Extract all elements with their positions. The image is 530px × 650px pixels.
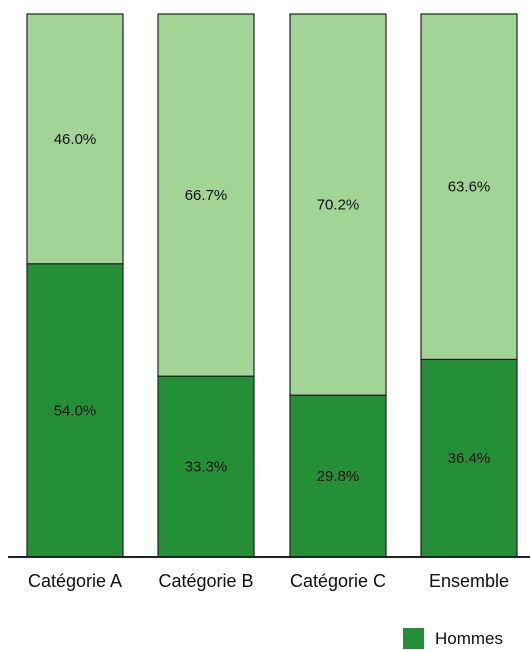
data-label-hommes-4: 36.4%	[448, 450, 491, 467]
bar-segment-hommes-1	[26, 263, 124, 558]
bar-segment-other-4	[420, 13, 518, 360]
legend-label-hommes: Hommes	[435, 628, 504, 648]
x-tick-label-4: Ensemble	[429, 571, 509, 591]
data-label-other-2: 66.7%	[185, 187, 228, 204]
legend-swatch-hommes	[403, 628, 424, 649]
x-tick-label-1: Catégorie A	[28, 571, 122, 591]
data-label-hommes-1: 54.0%	[54, 402, 97, 419]
data-labels-group: 54.0% 46.0% 33.3% 66.7% 29.8% 70.2% 36.4% 63.6%	[54, 131, 491, 485]
data-label-hommes-2: 33.3%	[185, 459, 228, 476]
bar-segment-other-2	[157, 13, 255, 377]
data-label-other-1: 46.0%	[54, 131, 97, 148]
bar-segment-hommes-3	[289, 394, 387, 558]
bar-segment-other-1	[26, 13, 124, 265]
x-tick-labels: Catégorie A Catégorie B Catégorie C Ensembl…	[28, 571, 509, 591]
data-label-other-3: 70.2%	[317, 197, 360, 214]
bars-group	[26, 13, 518, 558]
data-label-other-4: 63.6%	[448, 179, 491, 196]
bar-segment-other-3	[289, 13, 387, 396]
legend: Hommes	[403, 628, 503, 649]
x-tick-label-3: Catégorie C	[290, 571, 386, 591]
x-tick-label-2: Catégorie B	[158, 571, 253, 591]
data-label-hommes-3: 29.8%	[317, 468, 360, 485]
